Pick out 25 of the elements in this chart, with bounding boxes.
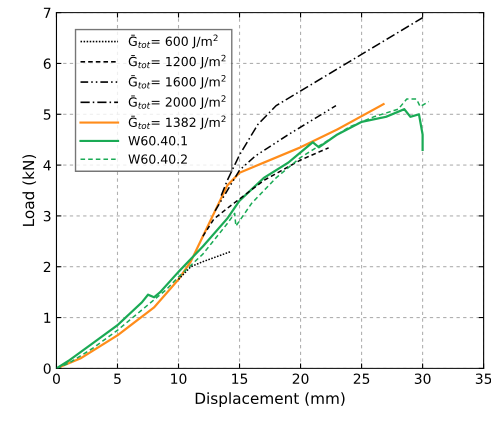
y-tick-label: 6: [44, 58, 51, 69]
y-tick-label: 0: [44, 363, 51, 374]
x-tick-label: 15: [232, 374, 248, 384]
y-tick-label: 3: [44, 210, 50, 222]
legend-label: Ḡ$_{tot}$= 600 J/m$^{2}$: [128, 34, 218, 48]
x-tick-label: 30: [414, 373, 431, 384]
x-tick-label: 0: [52, 373, 60, 384]
y-tick-label: 4: [43, 160, 51, 170]
y-tick-label: 1: [44, 312, 50, 323]
x-tick-label: 35: [476, 373, 491, 384]
legend-label: Ḡ$_{tot}$= 2000 J/m$^{2}$: [128, 95, 226, 110]
y-tick-label: 2: [44, 262, 50, 272]
y-tick-label: 7: [44, 8, 50, 18]
legend-label: Ḡ$_{tot}$= 1382 J/m$^{2}$: [128, 116, 226, 130]
legend-label: Ḡ$_{tot}$= 1600 J/m$^{2}$: [128, 75, 226, 89]
y-axis-title: Load (kN): [22, 154, 36, 226]
x-axis-title: Displacement (mm): [196, 392, 345, 408]
x-tick-label: 25: [354, 373, 370, 384]
x-tick-label: 5: [114, 374, 121, 384]
legend-label: Ḡ$_{tot}$= 1200 J/m$^{2}$: [128, 54, 226, 69]
x-tick-label: 10: [171, 373, 186, 384]
legend-label: W60.40.2: [128, 154, 187, 164]
y-tick-label: 5: [44, 109, 50, 120]
legend-label: W60.40.1: [128, 136, 187, 146]
x-tick-label: 20: [292, 373, 308, 384]
